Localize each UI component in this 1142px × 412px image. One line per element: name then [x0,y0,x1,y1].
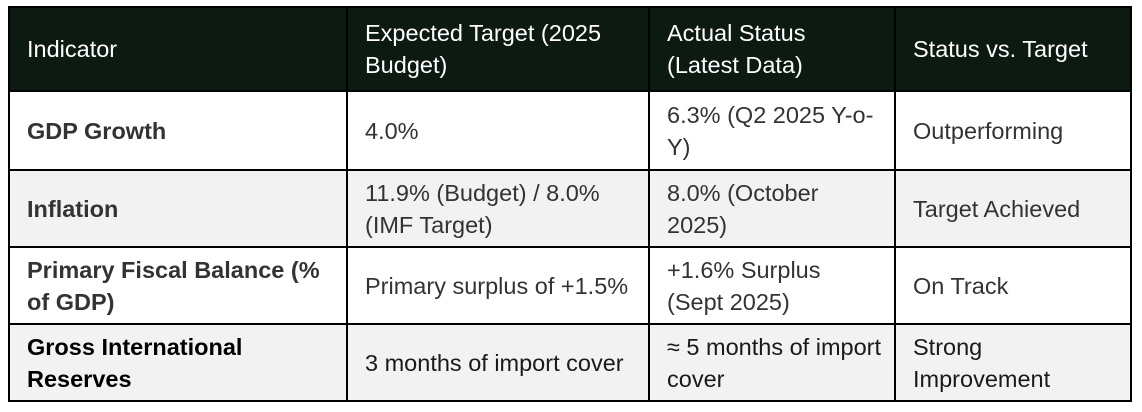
indicator-cell: Inflation [8,169,348,248]
table-row: Inflation 11.9% (Budget) / 8.0% (IMF Tar… [8,169,1132,248]
expected-target-cell: 11.9% (Budget) / 8.0% (IMF Target) [346,169,650,248]
header-expected-target: Expected Target (2025 Budget) [346,6,650,92]
table-row: GDP Growth 4.0% 6.3% (Q2 2025 Y-o-Y) Out… [8,90,1132,171]
table-body: GDP Growth 4.0% 6.3% (Q2 2025 Y-o-Y) Out… [8,90,1132,402]
indicator-cell: GDP Growth [8,90,348,171]
expected-target-cell: Primary surplus of +1.5% [346,246,650,325]
table-header: Indicator Expected Target (2025 Budget) … [8,6,1132,92]
actual-status-cell: 8.0% (October 2025) [648,169,896,248]
status-vs-target-cell: Strong Improvement [894,323,1132,402]
header-indicator: Indicator [8,6,348,92]
header-actual-status: Actual Status (Latest Data) [648,6,896,92]
table-row: Primary Fiscal Balance (% of GDP) Primar… [8,246,1132,325]
actual-status-cell: ≈ 5 months of import cover [648,323,896,402]
indicator-cell: Primary Fiscal Balance (% of GDP) [8,246,348,325]
indicator-table: Indicator Expected Target (2025 Budget) … [8,6,1132,402]
status-vs-target-cell: Outperforming [894,90,1132,171]
actual-status-cell: +1.6% Surplus (Sept 2025) [648,246,896,325]
header-status-vs-target: Status vs. Target [894,6,1132,92]
expected-target-cell: 3 months of import cover [346,323,650,402]
status-vs-target-cell: Target Achieved [894,169,1132,248]
indicator-cell: Gross International Reserves [8,323,348,402]
status-vs-target-cell: On Track [894,246,1132,325]
indicator-table-container: Indicator Expected Target (2025 Budget) … [8,6,1132,402]
header-row: Indicator Expected Target (2025 Budget) … [8,6,1132,92]
actual-status-cell: 6.3% (Q2 2025 Y-o-Y) [648,90,896,171]
table-row: Gross International Reserves 3 months of… [8,323,1132,402]
expected-target-cell: 4.0% [346,90,650,171]
